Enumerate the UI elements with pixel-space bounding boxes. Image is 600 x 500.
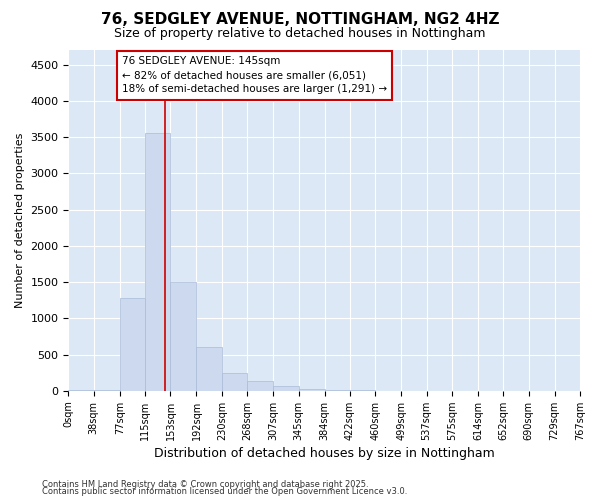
Bar <box>247 382 273 391</box>
Text: Size of property relative to detached houses in Nottingham: Size of property relative to detached ho… <box>114 28 486 40</box>
Bar <box>222 372 247 391</box>
Text: Contains public sector information licensed under the Open Government Licence v3: Contains public sector information licen… <box>42 487 407 496</box>
Text: 76, SEDGLEY AVENUE, NOTTINGHAM, NG2 4HZ: 76, SEDGLEY AVENUE, NOTTINGHAM, NG2 4HZ <box>101 12 499 28</box>
Bar <box>170 282 196 391</box>
Bar <box>299 388 325 391</box>
Bar <box>325 390 350 391</box>
Y-axis label: Number of detached properties: Number of detached properties <box>15 132 25 308</box>
X-axis label: Distribution of detached houses by size in Nottingham: Distribution of detached houses by size … <box>154 447 494 460</box>
Text: Contains HM Land Registry data © Crown copyright and database right 2025.: Contains HM Land Registry data © Crown c… <box>42 480 368 489</box>
Bar <box>273 386 299 391</box>
Bar <box>196 348 222 391</box>
Text: 76 SEDGLEY AVENUE: 145sqm
← 82% of detached houses are smaller (6,051)
18% of se: 76 SEDGLEY AVENUE: 145sqm ← 82% of detac… <box>122 56 387 94</box>
Bar <box>145 134 170 391</box>
Bar <box>120 298 145 391</box>
